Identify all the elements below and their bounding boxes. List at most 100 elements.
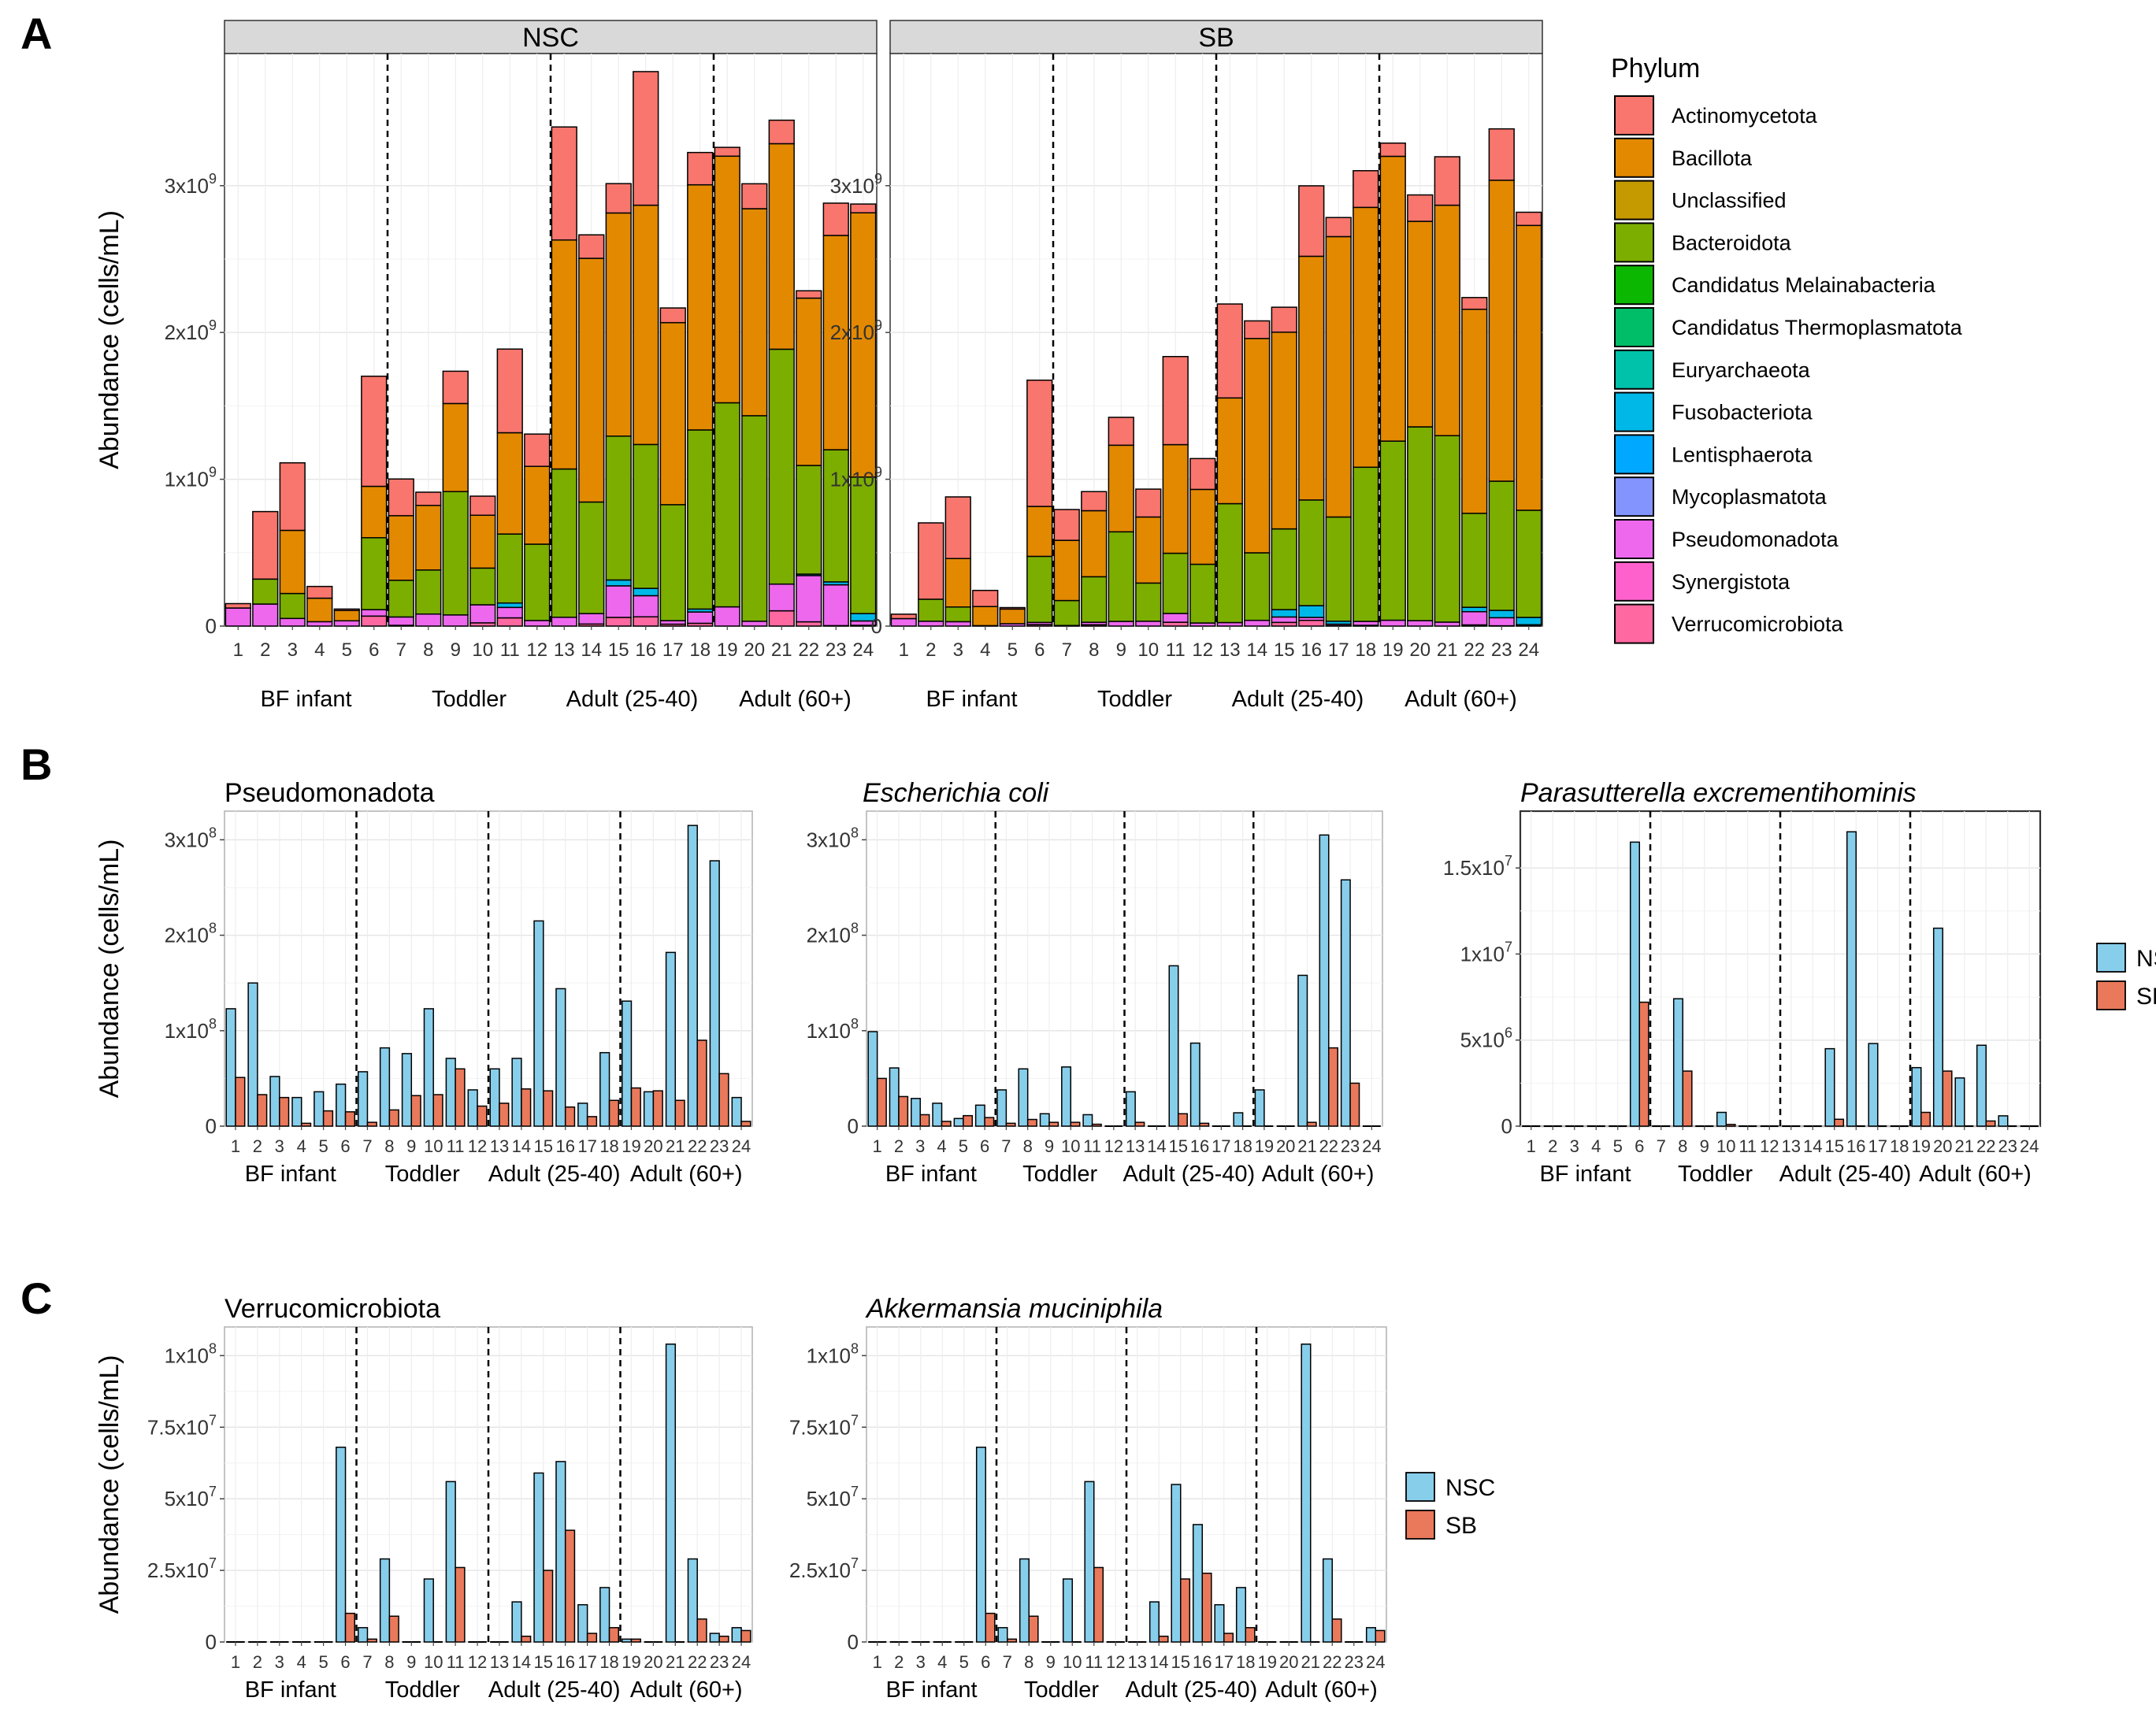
legend-swatch (1614, 222, 1654, 263)
bar-sb (279, 1096, 290, 1127)
stack-segment-bacteroidota (524, 543, 551, 621)
stack-segment-actinomycetota (972, 589, 999, 607)
bar-sb (1985, 1120, 1996, 1127)
stack-segment-bacillota (944, 558, 971, 608)
facet-label: NSC (522, 23, 579, 53)
bar-nsc (1233, 1112, 1244, 1127)
x-tick-label: 5 (319, 1136, 328, 1156)
stack-segment-actinomycetota (524, 433, 551, 467)
bar-nsc (621, 1000, 633, 1127)
x-tick-label: 19 (1912, 1136, 1931, 1156)
bar-sb (740, 1121, 751, 1127)
legend-item-label: SB (1445, 1513, 1477, 1539)
bar-nsc (1629, 841, 1640, 1127)
y-tick-label: 2x108 (807, 921, 859, 947)
stack-segment-bacillota (1053, 539, 1080, 602)
stack-segment-bacteroidota (1216, 502, 1243, 624)
bar-sb (1048, 1121, 1059, 1127)
stack-segment-bacillota (1081, 510, 1108, 578)
bar-sb (718, 1073, 729, 1127)
bar-sb (1349, 1082, 1360, 1127)
x-tick-label: 21 (666, 1652, 685, 1672)
legend-swatch (1614, 265, 1654, 306)
x-tick-label: 1 (1527, 1136, 1536, 1156)
x-tick-label: 6 (1635, 1136, 1644, 1156)
group-label: BF infant (260, 687, 351, 712)
stack-segment-verrucomicrobiota (796, 621, 822, 627)
stack-segment-bacillota (1325, 235, 1352, 518)
bar-sb (985, 1612, 996, 1643)
bar-sb (674, 1099, 685, 1127)
panel-letter-b: B (20, 739, 52, 789)
x-tick-label: 21 (1437, 639, 1458, 661)
bar-nsc (1954, 1077, 1965, 1127)
stack-segment-actinomycetota (1271, 306, 1297, 333)
bar-sb (564, 1529, 576, 1643)
x-tick-label: 17 (1868, 1136, 1887, 1156)
stack-segment-actinomycetota (999, 606, 1026, 610)
x-tick-label: 7 (362, 1652, 372, 1672)
x-tick-label: 12 (1760, 1136, 1779, 1156)
legend-item-label: Pseudomonadota (1672, 528, 1839, 551)
x-tick-label: 9 (1116, 639, 1126, 661)
bar-sb (521, 1635, 532, 1643)
x-tick-label: 15 (1274, 639, 1295, 661)
y-tick-label: 2.5x107 (147, 1555, 217, 1582)
stack-segment-actinomycetota (1516, 211, 1542, 227)
x-tick-label: 3 (915, 1136, 925, 1156)
stack-segment-pseudomonadota (605, 585, 632, 618)
stack-segment-actinomycetota (659, 307, 686, 324)
x-tick-label: 24 (732, 1652, 751, 1672)
bar-nsc (379, 1047, 391, 1127)
panel-title: Akkermansia muciniphila (865, 1294, 1163, 1324)
x-tick-label: 22 (688, 1136, 707, 1156)
y-tick-label: 1x109 (165, 465, 217, 491)
x-tick-label: 16 (635, 639, 656, 661)
stack-segment-bacillota (1298, 255, 1325, 501)
bar-sb (608, 1627, 620, 1643)
stack-segment-actinomycetota (850, 203, 877, 214)
y-tick-label: 3x109 (830, 171, 882, 198)
stack-segment-actinomycetota (1379, 142, 1406, 158)
stack-segment-actinomycetota (1461, 297, 1488, 310)
stack-segment-pseudomonadota (1135, 621, 1162, 627)
stack-segment-actinomycetota (605, 183, 632, 214)
x-tick-label: 10 (424, 1136, 443, 1156)
bar-sb (499, 1103, 510, 1127)
group-label: BF infant (245, 1162, 336, 1187)
stack-segment-bacteroidota (1379, 440, 1406, 621)
stack-segment-pseudomonadota (306, 621, 333, 627)
bar-sb (919, 1114, 930, 1127)
stack-segment-bacillota (1162, 443, 1189, 554)
x-tick-label: 17 (662, 639, 684, 661)
stack-segment-actinomycetota (1353, 170, 1379, 209)
x-tick-label: 11 (500, 639, 520, 661)
bar-sb (1177, 1113, 1188, 1127)
x-tick-label: 24 (2020, 1136, 2039, 1156)
stack-segment-fusobacteriota (1488, 610, 1515, 619)
stack-segment-bacillota (442, 402, 469, 492)
bar-sb (1026, 1118, 1037, 1127)
stack-segment-pseudomonadota (1379, 619, 1406, 627)
x-tick-label: 4 (297, 1136, 306, 1156)
bar-nsc (599, 1051, 610, 1127)
x-tick-label: 5 (959, 1136, 968, 1156)
y-tick-label: 7.5x107 (147, 1412, 217, 1439)
x-tick-label: 16 (1301, 639, 1322, 661)
bar-nsc (1254, 1089, 1265, 1127)
x-tick-label: 23 (1345, 1652, 1364, 1672)
x-tick-label: 5 (319, 1652, 328, 1672)
bar-sb (963, 1114, 974, 1127)
x-tick-label: 2 (260, 639, 270, 661)
x-tick-label: 3 (275, 1136, 284, 1156)
stack-segment-fusobacteriota (496, 602, 523, 609)
x-tick-label: 15 (534, 1652, 553, 1672)
x-tick-label: 21 (771, 639, 792, 661)
stack-segment-bacillota (605, 212, 632, 437)
x-tick-label: 14 (512, 1652, 531, 1672)
y-tick-label: 7.5x107 (789, 1412, 859, 1439)
x-tick-label: 4 (297, 1652, 306, 1672)
y-tick-label: 3x108 (807, 825, 859, 851)
legend-swatch (1614, 519, 1654, 559)
